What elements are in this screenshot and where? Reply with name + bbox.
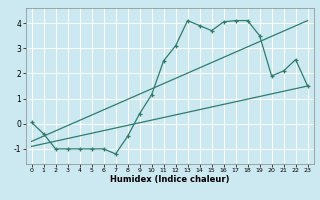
X-axis label: Humidex (Indice chaleur): Humidex (Indice chaleur)	[110, 175, 229, 184]
